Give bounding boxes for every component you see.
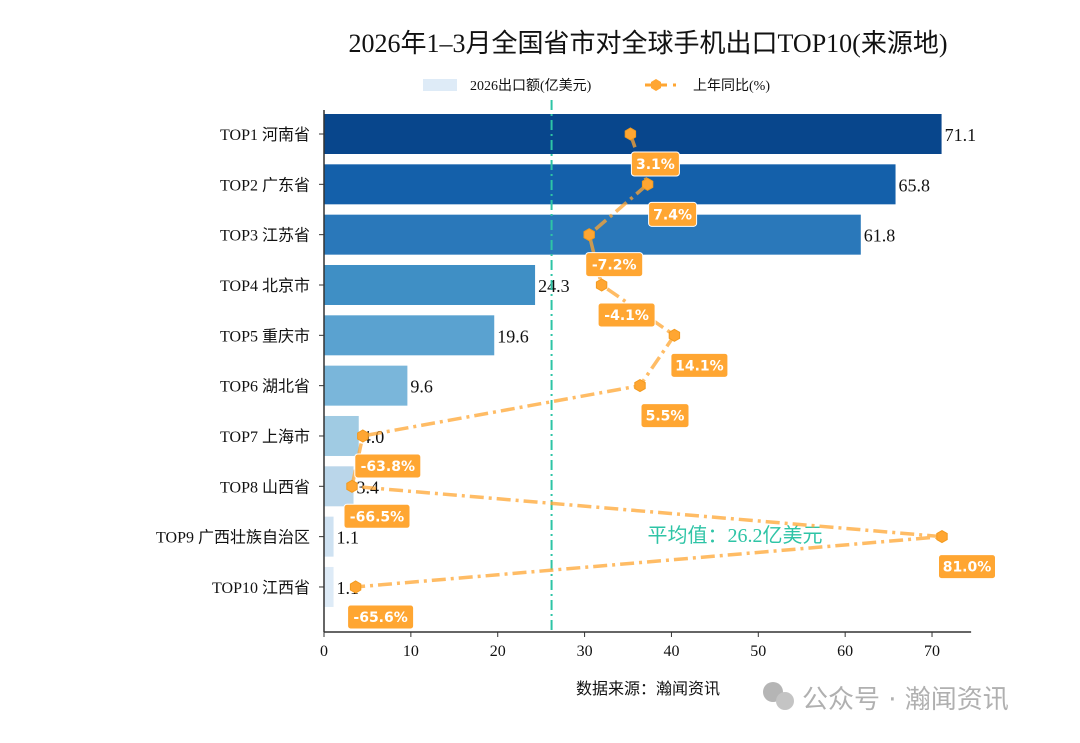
x-tick-label: 30 [577, 643, 593, 660]
wechat-icon-bubble [776, 692, 794, 710]
yoy-label: -4.1% [604, 308, 649, 324]
legend-bar-label: 2026出口额(亿美元) [470, 78, 592, 94]
x-tick-label: 10 [403, 643, 419, 660]
y-tick-label: TOP10 江西省 [212, 579, 310, 597]
yoy-marker [595, 278, 608, 292]
yoy-marker [346, 479, 358, 493]
legend-hexagon-icon [651, 79, 661, 91]
x-tick-label: 50 [750, 643, 766, 660]
watermark-text: 公众号 · 瀚闻资讯 [802, 685, 1009, 715]
y-tick-label: TOP7 上海市 [220, 428, 310, 446]
x-tick-label: 20 [490, 643, 506, 660]
yoy-label-box [343, 503, 411, 529]
bar [324, 365, 408, 406]
y-tick-label: TOP8 山西省 [220, 478, 310, 496]
yoy-label-box [648, 201, 698, 227]
yoy-label: 81.0% [943, 560, 992, 576]
yoy-label: 5.5% [646, 409, 685, 425]
x-tick-label: 40 [663, 643, 679, 660]
y-tick-label: TOP6 湖北省 [220, 378, 310, 396]
y-tick-label: TOP5 重庆市 [220, 327, 310, 345]
bar-value-label: 1.1 [337, 528, 360, 548]
x-tick-label: 70 [924, 643, 940, 660]
yoy-label-box [630, 151, 680, 177]
x-tick-label: 0 [320, 643, 328, 660]
yoy-label: -66.5% [350, 509, 404, 525]
bar [324, 566, 334, 607]
yoy-label: 14.1% [675, 358, 724, 374]
yoy-label-box [938, 554, 996, 580]
y-tick-label: TOP1 河南省 [220, 126, 310, 144]
bar [324, 264, 536, 305]
yoy-label-box [585, 252, 644, 278]
yoy-label: -7.2% [592, 258, 637, 274]
yoy-marker [349, 580, 362, 594]
yoy-label: -65.6% [353, 610, 407, 626]
yoy-marker [624, 127, 637, 141]
source-note: 数据来源：瀚闻资讯 [576, 680, 720, 698]
yoy-label: 3.1% [636, 157, 675, 173]
bar [324, 516, 334, 557]
yoy-marker [583, 228, 595, 242]
legend-line-label: 上年同比(%) [693, 78, 770, 94]
average-line-label: 平均值：26.2亿美元 [648, 524, 823, 547]
yoy-label-box [354, 453, 422, 479]
legend-bar-swatch [423, 79, 457, 91]
yoy-label-box [670, 352, 729, 378]
yoy-marker [357, 429, 369, 443]
y-tick-label: TOP9 广西壮族自治区 [156, 529, 310, 547]
watermark: 公众号 · 瀚闻资讯 [763, 682, 1009, 715]
yoy-marker [668, 328, 681, 342]
yoy-label: 7.4% [653, 207, 692, 223]
bar [324, 315, 495, 356]
x-tick-label: 60 [837, 643, 853, 660]
bar [324, 164, 896, 205]
legend: 2026出口额(亿美元) 上年同比(%) [423, 78, 770, 94]
yoy-marker [641, 177, 654, 191]
y-tick-label: TOP3 江苏省 [220, 227, 310, 245]
yoy-marker [936, 530, 948, 544]
bar-value-label: 9.6 [410, 377, 433, 397]
chart-title: 2026年1–3月全国省市对全球手机出口TOP10(来源地) [349, 29, 948, 58]
yoy-label-box [640, 403, 690, 429]
yoy-marker [634, 379, 646, 393]
yoy-label-box [347, 604, 415, 630]
yoy-label: -63.8% [361, 459, 415, 475]
bar-value-label: 19.6 [497, 326, 529, 346]
yoy-label-box [597, 302, 656, 328]
bar-value-label: 65.8 [899, 175, 931, 195]
yoy-line [349, 133, 943, 589]
bar-value-label: 61.8 [864, 226, 896, 246]
bar [324, 415, 359, 456]
bar-value-label: 71.1 [945, 125, 977, 145]
bar-value-label: 24.3 [538, 276, 570, 296]
y-tick-label: TOP2 广东省 [220, 176, 310, 194]
y-tick-label: TOP4 北京市 [220, 277, 310, 295]
